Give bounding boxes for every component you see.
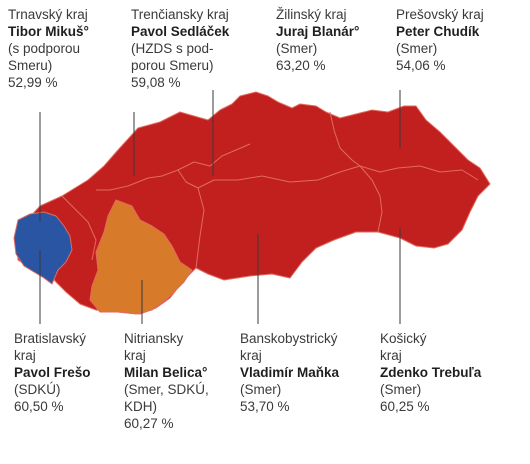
map-border-zilina-bb [197,165,361,189]
result: 63,20 % [276,58,326,73]
label-presov: Prešovský kraj Peter Chudík (Smer) 54,06… [396,6,484,74]
region-title: Žilinský kraj [276,7,347,22]
map-border-trencin-zilina [177,143,251,171]
party-line: (HZDS s pod- [131,41,214,56]
candidate-name: Tibor Mikuš° [8,24,89,39]
map-border-west [61,195,97,261]
party-line: (Smer) [240,382,282,397]
label-trnava: Trnavský kraj Tibor Mikuš° (s podporou S… [8,6,89,91]
region-title: Trenčiansky kraj [131,7,229,22]
result: 60,25 % [380,399,430,414]
label-kosice: Košický kraj Zdenko Trebuľa (Smer) 60,25… [380,330,481,415]
candidate-name: Pavol Sedláček [131,24,230,39]
region-title: Prešovský kraj [396,7,484,22]
result: 52,99 % [8,75,58,90]
map-border-trnava-bb [177,169,205,269]
region-title-2: kraj [380,348,402,363]
party-line: porou Smeru) [131,58,214,73]
map-border-bb-kosice [359,165,383,233]
region-title-2: kraj [14,348,36,363]
party-line: (s podporou [8,41,81,56]
party-line: (Smer) [396,41,438,56]
result: 60,50 % [14,399,64,414]
label-nitra: Nitriansky kraj Milan Belica° (Smer, SDK… [124,330,209,432]
label-bbystrica: Banskobystrický kraj Vladimír Maňka (Sme… [240,330,339,415]
region-title-2: kraj [124,348,146,363]
candidate-name: Zdenko Trebuľa [380,365,482,380]
result: 53,70 % [240,399,290,414]
candidate-name: Milan Belica° [124,365,208,380]
candidate-name: Pavol Frešo [14,365,91,380]
label-bratislava: Bratislavský kraj Pavol Frešo (SDKÚ) 60,… [14,330,91,415]
region-title: Banskobystrický [240,331,338,346]
map-border-presov-kosice [359,165,479,181]
party-line: KDH) [124,399,157,414]
map-region-bratislava [13,211,73,285]
result: 54,06 % [396,58,446,73]
candidate-name: Juraj Blanár° [276,24,360,39]
label-zilina: Žilinský kraj Juraj Blanár° (Smer) 63,20… [276,6,359,74]
region-title: Trnavský kraj [8,7,88,22]
label-trencin: Trenčiansky kraj Pavol Sedláček (HZDS s … [131,6,229,91]
region-title: Bratislavský [14,331,87,346]
map-border-trnava-trencin [96,169,179,191]
party-line: Smeru) [8,58,53,73]
map-region-nitra [89,199,193,315]
party-line: (Smer, SDKÚ, [124,382,209,397]
map-region-smer [15,91,491,315]
candidate-name: Peter Chudík [396,24,480,39]
region-title: Nitriansky [124,331,184,346]
party-line: (Smer) [380,382,422,397]
region-title: Košický [380,331,427,346]
party-line: (Smer) [276,41,318,56]
candidate-name: Vladimír Maňka [240,365,340,380]
result: 60,27 % [124,416,174,431]
map-border-zilina-presov [329,111,361,167]
region-title-2: kraj [240,348,262,363]
party-line: (SDKÚ) [14,382,61,397]
result: 59,08 % [131,75,181,90]
